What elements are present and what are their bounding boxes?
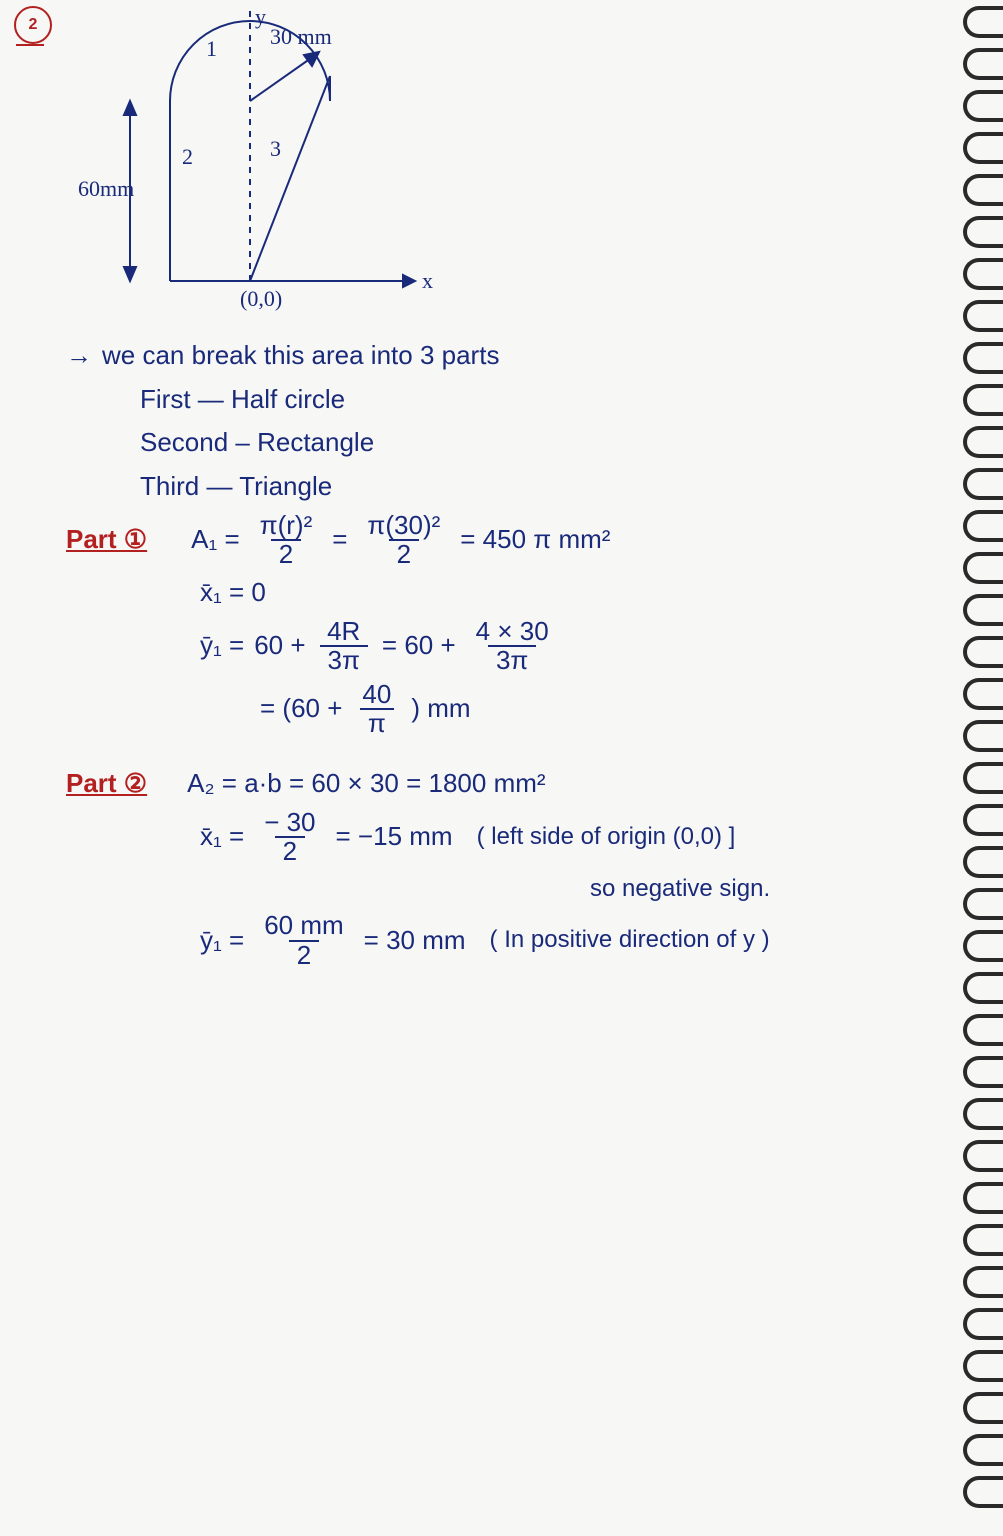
arrow-icon: → [66, 337, 92, 375]
part2-y-frac: 60 mm 2 [258, 912, 349, 969]
part1-y-frac2: 4 × 30 3π [470, 618, 555, 675]
part1-y-final-post: ) mm [411, 690, 470, 728]
frac-den: 3π [488, 645, 536, 674]
intro-line-1: → we can break this area into 3 parts [66, 337, 940, 375]
part2-xbar-row: x̄₁ = − 30 2 = −15 mm ( left side of ori… [200, 809, 940, 866]
origin-label: (0,0) [240, 286, 282, 311]
part1-A-lhs: A₁ = [191, 521, 240, 559]
height-label: 60mm [78, 176, 134, 201]
part1-y-final-frac: 40 π [356, 681, 397, 738]
part2-heading: Part ② [66, 765, 147, 803]
region-1-label: 1 [206, 36, 217, 61]
part1-y-final-pre: = (60 + [260, 690, 342, 728]
part2-row-A: Part ② A₂ = a·b = 60 × 30 = 1800 mm² [66, 765, 940, 803]
part2-x-result: = −15 mm [336, 818, 453, 856]
question-number-underline [16, 44, 44, 46]
part1-A-frac1: π(r)² 2 [254, 512, 319, 569]
question-number-circle: 2 [14, 6, 52, 44]
equals: = [332, 521, 347, 559]
part2-y-note: ( In positive direction of y ) [490, 923, 770, 958]
intro-third: Third — Triangle [140, 468, 940, 506]
part1-A-result: = 450 π mm² [460, 521, 610, 559]
part1-row-A: Part ① A₁ = π(r)² 2 = π(30)² 2 = 450 π m… [66, 512, 940, 569]
part1-y-expr1-pre: 60 + [254, 627, 305, 665]
part1-heading: Part ① [66, 521, 147, 559]
spiral-binding [943, 0, 1003, 1536]
frac-num: 4R [321, 618, 366, 645]
frac-den: 2 [271, 539, 301, 568]
part2-A: A₂ = a·b = 60 × 30 = 1800 mm² [187, 765, 545, 803]
diagram: y x (0,0) 30 mm 60mm 1 2 3 [70, 6, 450, 326]
intro-second: Second – Rectangle [140, 424, 940, 462]
part1-xbar: x̄₁ = 0 [200, 574, 940, 612]
frac-num: − 30 [258, 809, 321, 836]
part2-x-note2: so negative sign. [590, 872, 940, 907]
part2-y-lhs: ȳ₁ = [200, 922, 244, 960]
x-axis-label: x [422, 268, 433, 293]
frac-den: π [360, 708, 394, 737]
part1-ybar-row2: = (60 + 40 π ) mm [260, 681, 940, 738]
part2-ybar-row: ȳ₁ = 60 mm 2 = 30 mm ( In positive direc… [200, 912, 940, 969]
frac-den: 2 [275, 836, 305, 865]
part1-A-frac2: π(30)² 2 [361, 512, 446, 569]
frac-num: 4 × 30 [470, 618, 555, 645]
frac-num: 40 [356, 681, 397, 708]
frac-den: 3π [320, 645, 368, 674]
intro-first: First — Half circle [140, 381, 940, 419]
part1-y-expr2-pre: = 60 + [382, 627, 456, 665]
part1-ybar-row1: ȳ₁ = 60 + 4R 3π = 60 + 4 × 30 3π [200, 618, 940, 675]
region-2-label: 2 [182, 144, 193, 169]
part1-y-lhs: ȳ₁ = [200, 627, 244, 665]
y-axis-label: y [255, 6, 266, 29]
frac-den: 2 [289, 940, 319, 969]
page: 2 y x (0,0) [0, 0, 940, 969]
intro-text: we can break this area into 3 parts [102, 337, 499, 375]
frac-num: π(r)² [254, 512, 319, 539]
question-number: 2 [29, 16, 38, 34]
region-3-label: 3 [270, 136, 281, 161]
frac-den: 2 [389, 539, 419, 568]
part2-x-note1: ( left side of origin (0,0) ] [477, 820, 736, 855]
frac-num: 60 mm [258, 912, 349, 939]
part2-x-frac: − 30 2 [258, 809, 321, 866]
part1-y-frac1: 4R 3π [320, 618, 368, 675]
part2-y-result: = 30 mm [364, 922, 466, 960]
radius-label: 30 mm [270, 24, 332, 49]
frac-num: π(30)² [361, 512, 446, 539]
part2-x-lhs: x̄₁ = [200, 818, 244, 856]
